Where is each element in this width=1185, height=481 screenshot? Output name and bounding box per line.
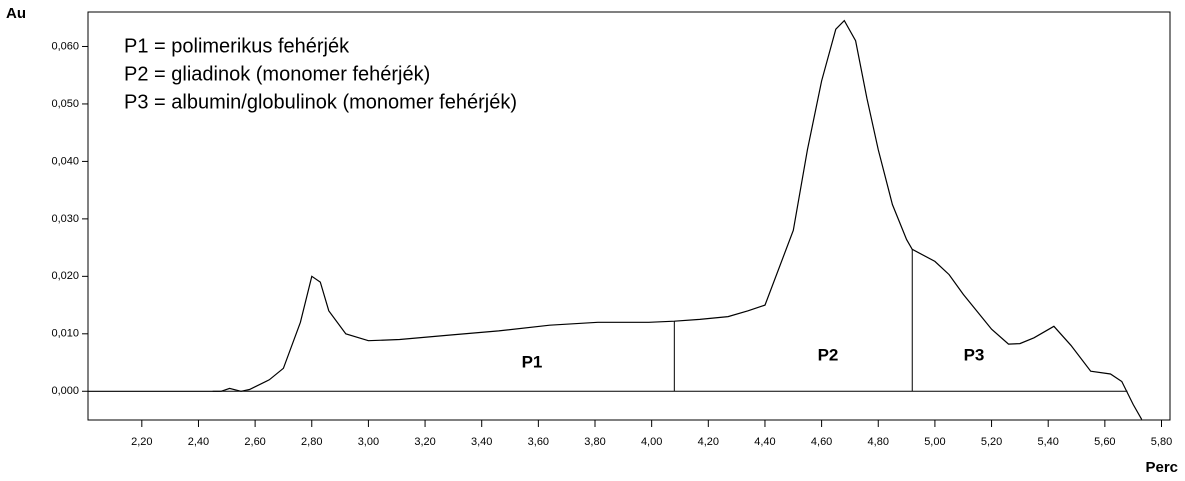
x-axis-label: Perc [1145,459,1178,476]
x-tick-label: 4,20 [698,436,719,448]
annotation: P1 [522,352,543,371]
legend-line: P2 = gliadinok (monomer fehérjék) [124,63,430,85]
y-tick-label: 0,020 [51,270,79,282]
x-tick-label: 4,80 [868,436,889,448]
legend-line: P3 = albumin/globulinok (monomer fehérjé… [124,91,517,113]
y-tick-label: 0,050 [51,98,79,110]
x-tick-label: 2,20 [131,436,152,448]
y-tick-label: 0,060 [51,40,79,52]
x-tick-label: 4,60 [811,436,832,448]
x-tick-label: 4,00 [641,436,662,448]
x-tick-label: 5,60 [1094,436,1115,448]
x-tick-label: 2,40 [188,436,209,448]
x-tick-label: 4,40 [754,436,775,448]
x-tick-label: 5,00 [924,436,945,448]
annotation: P3 [964,345,985,364]
x-tick-label: 3,80 [584,436,605,448]
trace [88,19,1143,420]
plot-frame [87,11,1171,421]
y-tick-label: 0,010 [51,328,79,340]
x-tick-label: 3,00 [358,436,379,448]
y-axis-label: Au [6,5,26,22]
annotation: P2 [818,345,839,364]
y-tick-label: 0,030 [51,213,79,225]
x-tick-label: 5,20 [981,436,1002,448]
x-tick-label: 5,40 [1037,436,1058,448]
x-tick-label: 5,80 [1151,436,1172,448]
y-tick-label: 0,040 [51,155,79,167]
x-tick-label: 3,60 [528,436,549,448]
x-tick-label: 2,60 [244,436,265,448]
x-tick-label: 3,40 [471,436,492,448]
legend-line: P1 = polimerikus fehérjék [124,35,350,57]
x-tick-label: 2,80 [301,436,322,448]
x-tick-label: 3,20 [414,436,435,448]
y-tick-label: 0,000 [51,385,79,397]
